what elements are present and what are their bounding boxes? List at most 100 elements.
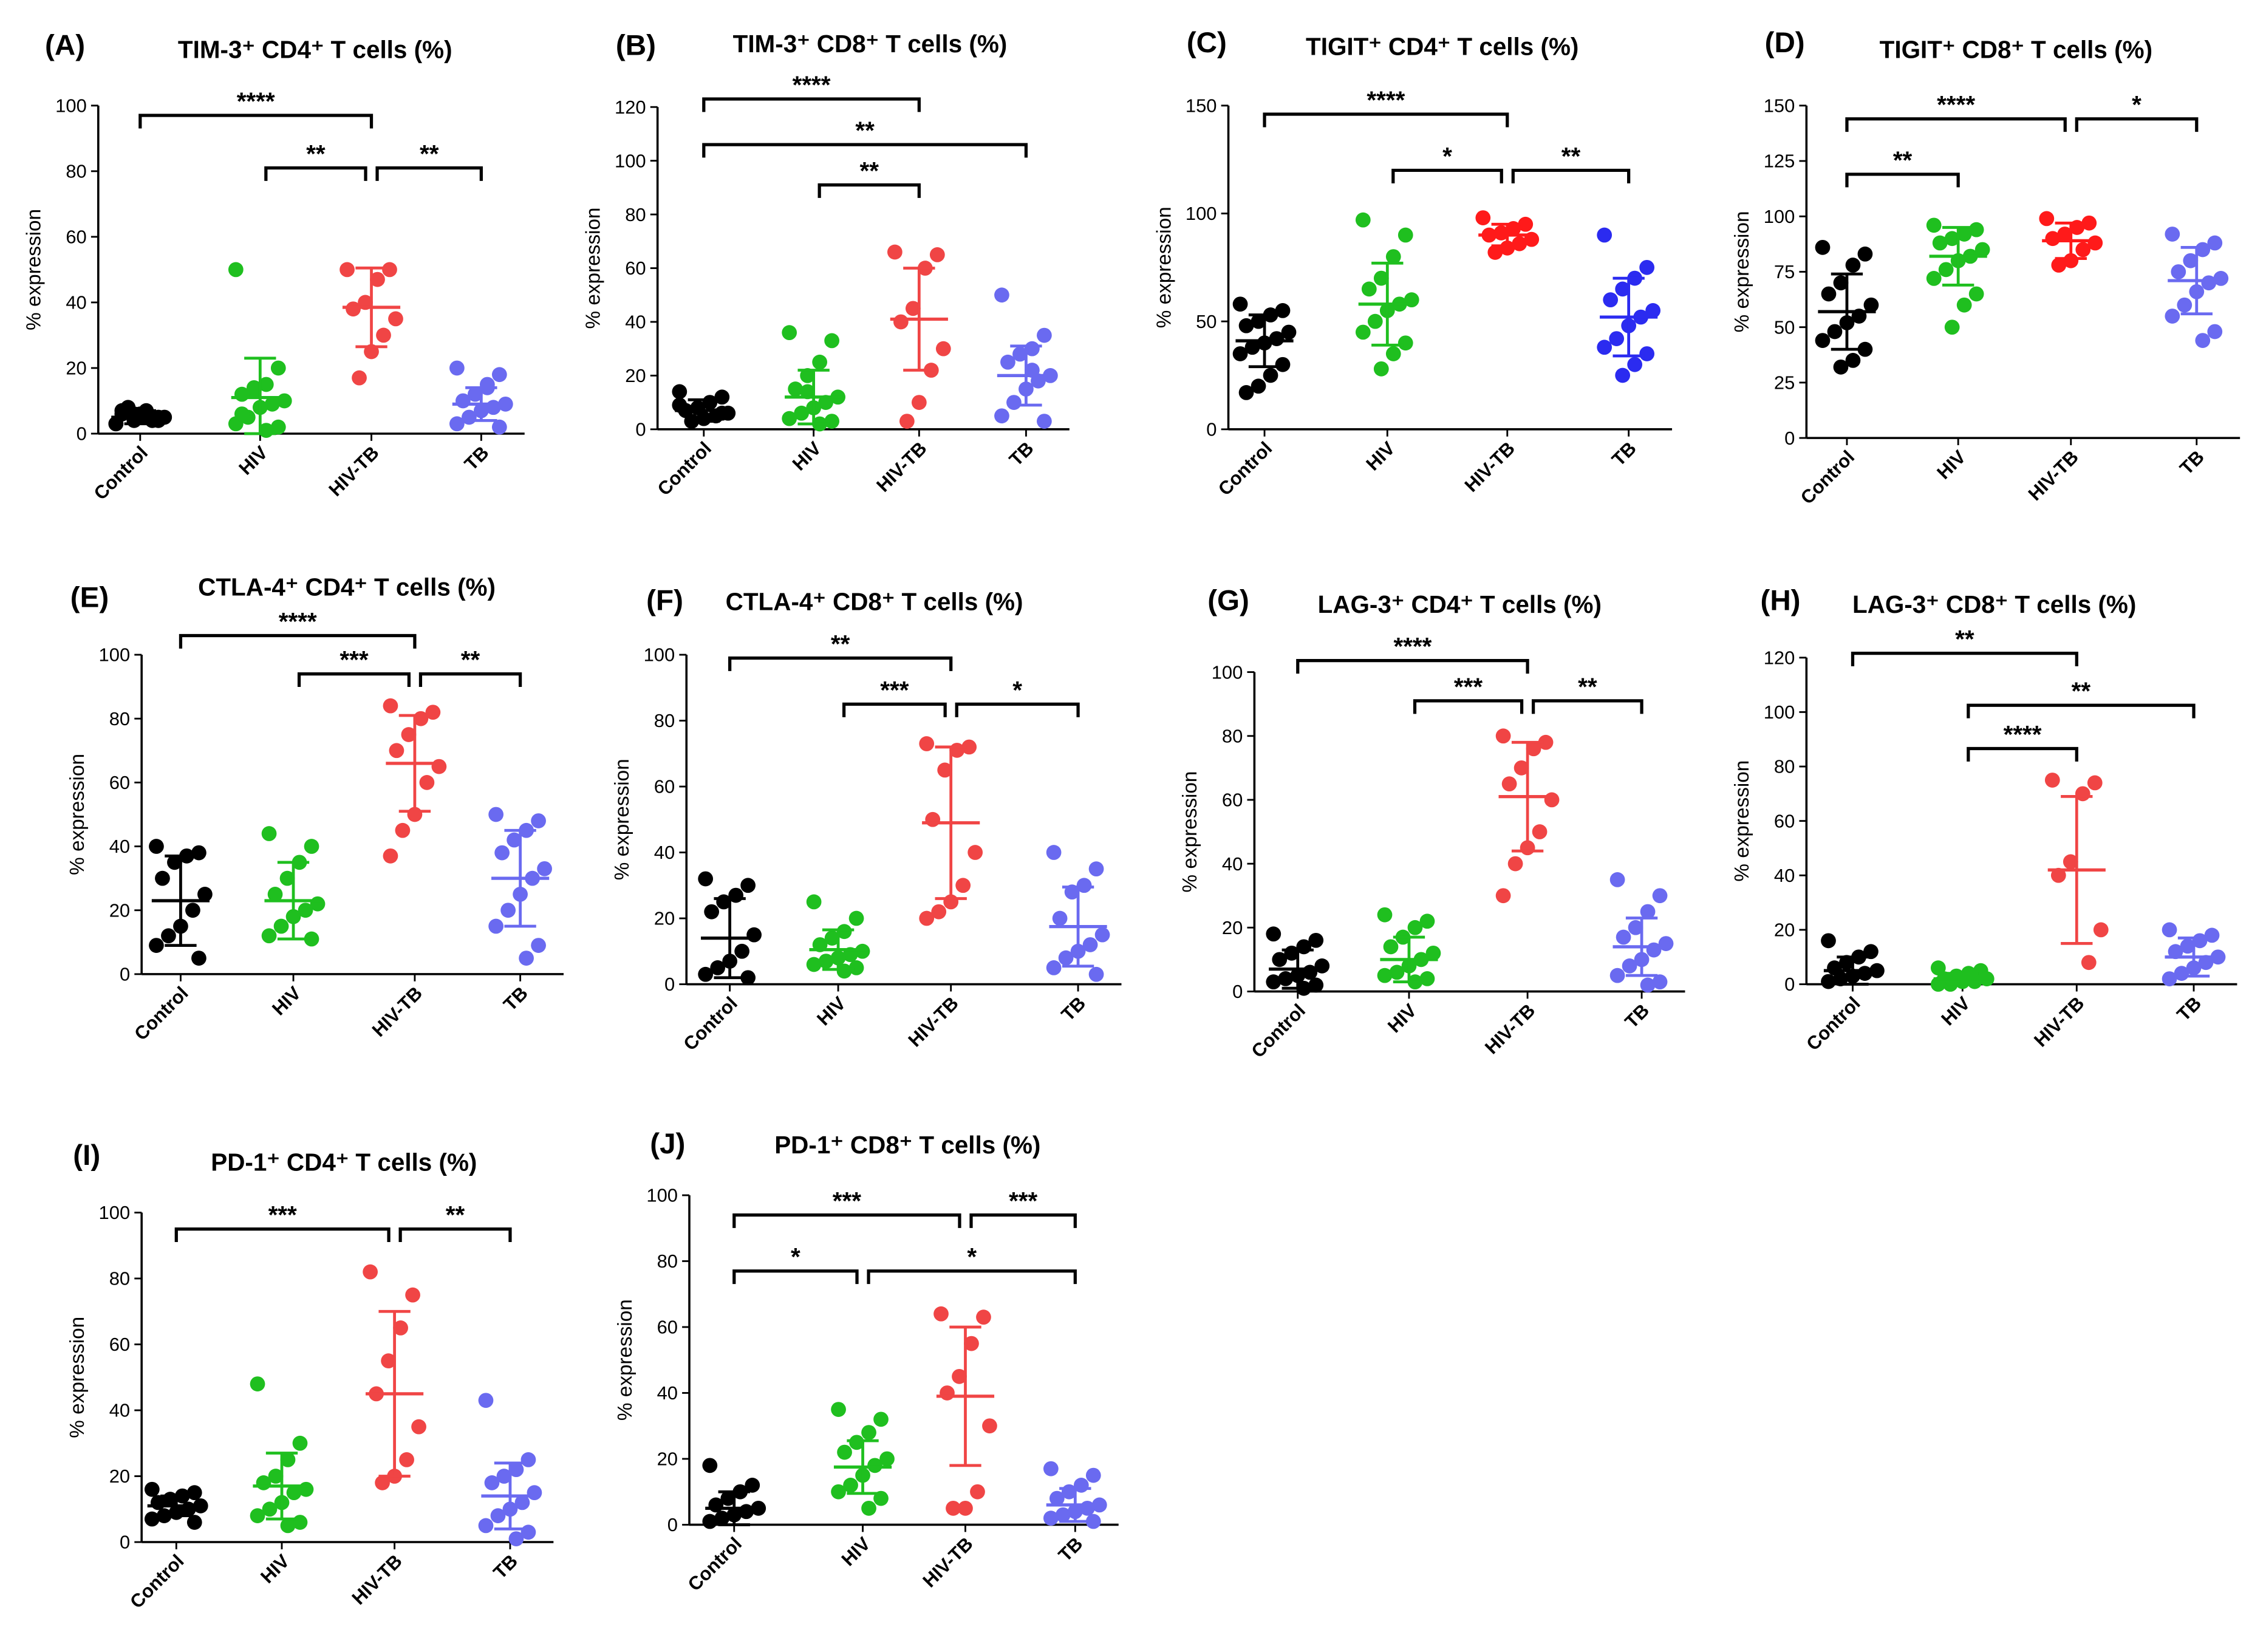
data-point	[507, 832, 522, 848]
data-point	[2162, 971, 2177, 986]
data-point	[843, 1477, 858, 1493]
significance-bracket	[179, 633, 417, 649]
significance-label: **	[855, 117, 875, 145]
data-point	[1926, 271, 1942, 286]
x-tick-label: TB	[1054, 1533, 1087, 1566]
x-tick-label: HIV	[268, 982, 305, 1019]
data-point	[340, 262, 355, 278]
x-tick-label: HIV-TB	[2024, 446, 2083, 505]
data-point	[488, 807, 504, 822]
x-tick-label: HIV-TB	[918, 1533, 977, 1591]
data-point	[1082, 937, 1098, 952]
data-point	[155, 870, 170, 886]
data-point	[268, 1469, 284, 1484]
y-tick-label: 75	[1774, 261, 1795, 282]
data-point	[1383, 939, 1399, 955]
x-tick-label: HIV-TB	[872, 437, 930, 496]
data-point	[1487, 245, 1503, 260]
data-point	[292, 1435, 308, 1451]
significance-label: ****	[279, 607, 317, 635]
y-tick-label: 100	[1764, 701, 1795, 723]
significance-bracket	[817, 183, 921, 198]
y-tick-label: 60	[109, 772, 130, 793]
significance-bracket	[264, 166, 367, 181]
significance-label: *	[1442, 142, 1452, 170]
data-point	[144, 1511, 160, 1527]
data-point	[1495, 888, 1511, 904]
data-point	[919, 910, 935, 926]
significance-bracket	[969, 1213, 1077, 1228]
y-tick-label: 60	[654, 776, 675, 797]
y-axis-label: % expression	[1731, 760, 1753, 882]
significance-bracket	[1531, 699, 1643, 714]
panel-e: (E) CTLA-4⁺ CD4⁺ T cells (%) % expression 0…	[66, 573, 564, 1045]
chart-title: TIGIT⁺ CD8⁺ T cells (%)	[1880, 35, 2152, 63]
data-point	[935, 341, 951, 357]
y-tick-label: 80	[109, 1268, 130, 1289]
data-point	[1251, 313, 1266, 329]
y-tick-label: 80	[66, 161, 86, 182]
data-point	[304, 931, 319, 947]
data-point	[824, 930, 840, 946]
data-point	[508, 1531, 524, 1546]
x-tick-label: TB	[499, 982, 532, 1015]
data-point	[1037, 414, 1052, 429]
panel-h: (H) LAG-3⁺ CD8⁺ T cells (%) % expression 0 2…	[1731, 584, 2237, 1055]
data-point	[1493, 225, 1509, 241]
data-point	[488, 918, 504, 934]
data-point	[1058, 950, 1074, 966]
data-point	[270, 419, 286, 435]
y-tick-label: 40	[109, 836, 130, 857]
chart-title: CTLA-4⁺ CD8⁺ T cells (%)	[726, 587, 1023, 615]
data-point	[1597, 227, 1612, 243]
data-point	[1006, 395, 1022, 410]
data-point	[1367, 313, 1383, 329]
y-tick-label: 60	[109, 1334, 130, 1355]
data-point	[262, 1501, 278, 1517]
data-point	[449, 416, 465, 432]
data-point	[887, 244, 903, 260]
x-tick-label: HIV	[234, 442, 271, 479]
data-point	[298, 903, 313, 918]
data-point	[800, 368, 816, 383]
data-point	[818, 954, 834, 969]
y-tick-label: 20	[654, 908, 675, 929]
data-point	[919, 736, 935, 751]
chart-title: PD-1⁺ CD4⁺ T cells (%)	[211, 1149, 477, 1176]
significance-label: **	[831, 630, 850, 658]
data-point	[994, 287, 1009, 303]
data-point	[1645, 303, 1661, 318]
data-point	[1037, 327, 1052, 343]
data-point	[2183, 253, 2199, 268]
significance-bracket	[955, 702, 1080, 717]
data-point	[246, 380, 262, 395]
data-point	[1076, 878, 1092, 893]
data-point	[273, 918, 289, 934]
data-point	[937, 762, 953, 778]
significance-bracket	[1967, 746, 2078, 762]
x-tick-label: TB	[2176, 446, 2208, 479]
significance-bracket	[732, 1213, 961, 1228]
data-point	[1046, 845, 1062, 860]
y-tick-label: 60	[1222, 790, 1243, 811]
data-point	[1238, 318, 1254, 333]
data-point	[2081, 215, 2097, 231]
data-point	[161, 928, 176, 944]
significance-label: *	[791, 1243, 800, 1271]
significance-label: **	[1578, 672, 1597, 700]
data-point	[1938, 262, 1954, 278]
y-tick-label: 125	[1764, 151, 1795, 172]
data-point	[1046, 960, 1062, 975]
data-point	[363, 1264, 378, 1280]
data-point	[2207, 324, 2223, 340]
data-point	[2171, 264, 2186, 279]
panel-label: (I)	[73, 1139, 100, 1172]
y-tick-label: 0	[77, 423, 87, 445]
data-point	[2051, 258, 2067, 273]
data-point	[1266, 926, 1281, 942]
data-point	[393, 1320, 408, 1336]
data-point	[1385, 249, 1401, 264]
data-point	[1052, 910, 1068, 926]
data-point	[352, 370, 367, 386]
significance-label: **	[306, 140, 326, 168]
